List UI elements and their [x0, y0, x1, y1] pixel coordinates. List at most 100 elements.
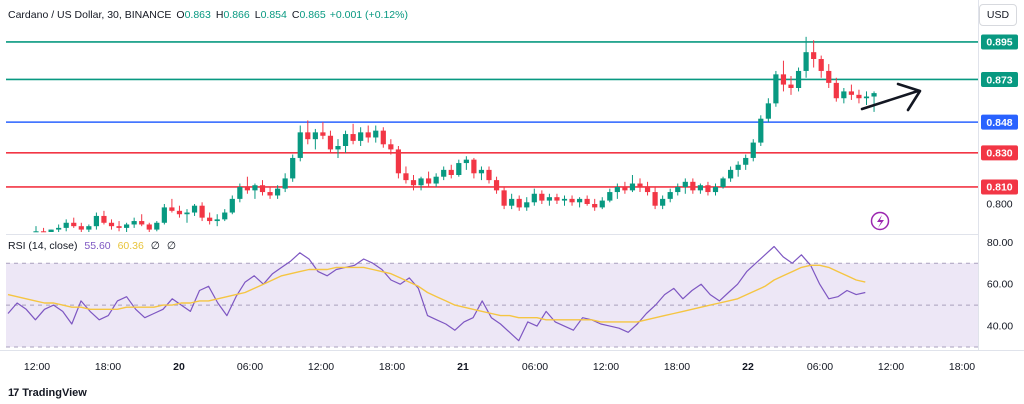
- change-value: +0.001 (+0.12%): [329, 9, 408, 21]
- candle: [78, 222, 84, 232]
- candle: [795, 67, 802, 92]
- candle: [448, 164, 454, 179]
- candle-body: [501, 190, 507, 206]
- level-badge-0.830: [981, 145, 1018, 161]
- candle-body: [471, 159, 477, 174]
- candle-body: [539, 193, 545, 201]
- candle-body: [395, 149, 401, 174]
- candle: [848, 84, 854, 100]
- candle-body: [697, 185, 703, 191]
- candle: [509, 193, 515, 210]
- candle: [244, 176, 250, 194]
- candle: [395, 146, 401, 179]
- candle-body: [131, 221, 137, 225]
- candle: [667, 188, 673, 203]
- candle: [305, 120, 311, 145]
- high-value: 0.866: [223, 9, 250, 21]
- candle: [441, 166, 447, 181]
- candle: [584, 195, 590, 206]
- candle-body: [811, 52, 817, 59]
- candle-body: [86, 226, 92, 230]
- candle: [622, 181, 628, 194]
- rsi-ma-line: [7, 264, 866, 323]
- candle: [607, 188, 613, 203]
- candle-body: [629, 183, 636, 191]
- candle: [275, 185, 281, 199]
- candle-body: [259, 185, 266, 193]
- candle-body: [161, 207, 167, 223]
- lightning-icon[interactable]: [870, 211, 890, 231]
- candle: [229, 195, 235, 215]
- level-badge-0.810: [981, 179, 1018, 195]
- candle: [380, 127, 386, 148]
- candle-body: [448, 169, 454, 175]
- candle: [599, 197, 605, 210]
- currency-button[interactable]: USD: [979, 4, 1017, 26]
- candle-body: [871, 93, 877, 97]
- candle: [312, 128, 318, 150]
- candle-body: [358, 132, 364, 141]
- candle: [124, 222, 130, 232]
- candle: [259, 180, 266, 196]
- candle-body: [675, 186, 681, 193]
- tradingview-logo-icon: 17: [8, 387, 19, 399]
- candle: [365, 125, 371, 143]
- candle: [561, 195, 568, 206]
- symbol-title[interactable]: Cardano / US Dollar, 30, BINANCE: [8, 9, 172, 21]
- candle-body: [305, 132, 311, 140]
- candle-body: [682, 181, 688, 187]
- candle: [871, 91, 877, 112]
- candle: [63, 219, 69, 232]
- candle: [644, 181, 651, 196]
- candle-body: [229, 198, 235, 213]
- time-tick-label: 18:00: [664, 361, 690, 373]
- candle: [478, 166, 485, 181]
- candle-body: [554, 197, 560, 201]
- rsi-title[interactable]: RSI (14, close): [8, 240, 78, 252]
- candle: [282, 173, 288, 193]
- brand-name: TradingView: [22, 387, 87, 399]
- candle: [758, 115, 764, 146]
- candle-body: [720, 178, 726, 187]
- time-tick-label: 06:00: [237, 361, 263, 373]
- candle-body: [577, 198, 583, 203]
- candle: [222, 209, 228, 222]
- candle: [712, 183, 719, 196]
- candle-body: [493, 180, 500, 191]
- rsi-axis[interactable]: 80.00 60.00 40.00: [987, 237, 1013, 333]
- candle: [569, 195, 575, 206]
- candle-body: [848, 91, 854, 95]
- candle-body: [78, 226, 84, 230]
- candle: [493, 176, 500, 194]
- candle: [358, 127, 364, 146]
- candle: [214, 214, 220, 227]
- candle-body: [486, 169, 492, 181]
- candle: [539, 190, 545, 204]
- candle: [350, 123, 356, 145]
- rsi-tick-label: 60.00: [987, 279, 1013, 291]
- rsi-legend: RSI (14, close) 55.60 60.36 ∅ ∅: [8, 240, 176, 252]
- rsi-tick-label: 80.00: [987, 237, 1013, 249]
- price-axis[interactable]: 0.895 0.873 0.848 0.830 0.810 0.800: [981, 34, 1018, 211]
- candle: [169, 198, 175, 213]
- candle: [486, 166, 492, 184]
- candle-body: [48, 229, 54, 232]
- candle-body: [176, 210, 183, 215]
- candle-body: [622, 186, 628, 191]
- candle-body: [350, 134, 356, 141]
- tradingview-brand[interactable]: 17 TradingView: [8, 387, 87, 399]
- candle: [637, 178, 643, 193]
- price-levels: [6, 41, 978, 188]
- candle: [652, 186, 658, 210]
- candle: [40, 227, 47, 233]
- level-label-0.848: 0.848: [986, 117, 1012, 129]
- level-badge-0.873: [981, 71, 1018, 87]
- candle: [856, 89, 862, 104]
- trend-arrow-icon: [860, 82, 922, 112]
- price-tick-label: 0.800: [986, 199, 1012, 211]
- candle: [705, 181, 711, 196]
- candle-body: [456, 163, 462, 175]
- candle: [818, 55, 824, 78]
- time-axis[interactable]: 12:00 18:00 20 06:00 12:00 18:00 21 06:00 12:00 1…: [24, 361, 975, 373]
